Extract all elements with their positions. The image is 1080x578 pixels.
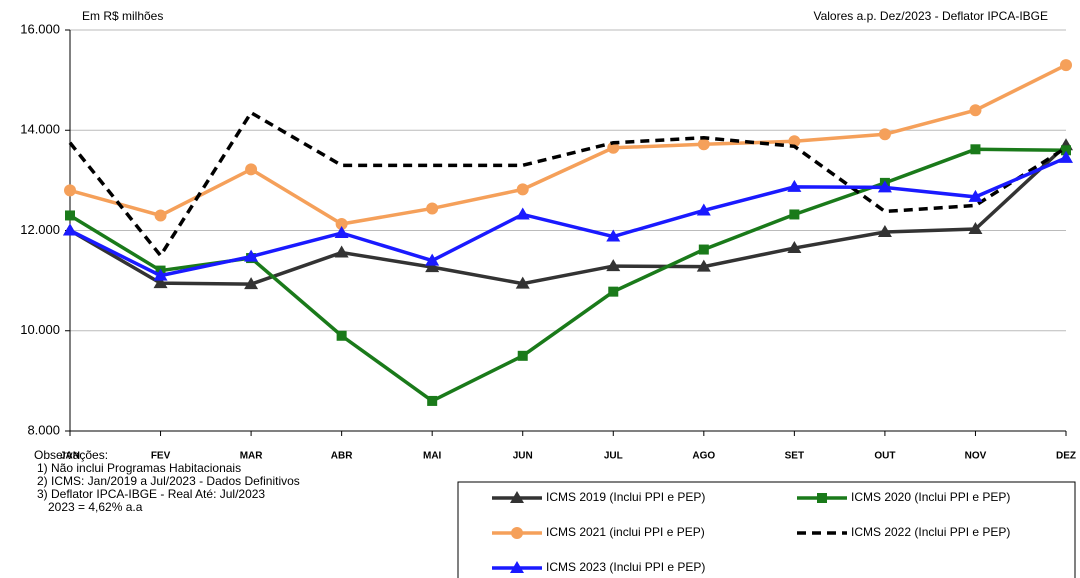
x-tick-label: NOV — [965, 451, 987, 462]
note: 1) Não inclui Programas Habitacionais — [37, 461, 241, 475]
point — [1060, 59, 1072, 72]
series-line — [69, 156, 1067, 278]
point — [154, 209, 167, 222]
point — [1061, 145, 1071, 156]
point — [878, 128, 891, 141]
x-tick-label: JUN — [513, 451, 533, 462]
y-tick-label: 14.000 — [20, 122, 60, 137]
point — [968, 221, 983, 234]
point — [787, 179, 802, 192]
point — [425, 253, 440, 266]
note: 2) ICMS: Jan/2019 a Jul/2023 - Dados Def… — [37, 474, 300, 488]
legend-label: ICMS 2022 (Inclui PPI e PEP) — [851, 525, 1010, 539]
point — [970, 144, 981, 155]
x-tick-label: SET — [785, 451, 804, 462]
point — [787, 241, 802, 254]
point — [515, 276, 530, 289]
point — [607, 141, 620, 154]
point — [334, 226, 349, 239]
y-tick-label: 16.000 — [20, 21, 60, 36]
point — [334, 245, 349, 258]
legend-marker — [817, 493, 827, 503]
legend-label: ICMS 2020 (Inclui PPI e PEP) — [851, 490, 1010, 504]
point — [789, 209, 800, 220]
point — [63, 223, 77, 236]
point — [696, 259, 711, 272]
point — [244, 249, 259, 262]
x-tick-label: AGO — [692, 451, 715, 462]
point — [517, 350, 528, 361]
series-line — [68, 110, 1067, 259]
legend-label: ICMS 2023 (Inclui PPI e PEP) — [546, 560, 705, 574]
legend-label: ICMS 2019 (Inclui PPI e PEP) — [546, 490, 705, 504]
legend-marker — [510, 491, 524, 503]
note: 2023 = 4,62% a.a — [48, 500, 143, 514]
point — [65, 210, 75, 221]
legend-box — [457, 481, 1076, 578]
point — [427, 395, 438, 406]
series-line — [69, 144, 1068, 286]
x-tick-label: FEV — [151, 451, 171, 462]
point — [426, 202, 439, 215]
x-tick-label: JAN — [60, 451, 80, 462]
x-tick-label: OUT — [874, 451, 895, 462]
point — [696, 203, 711, 216]
note: 3) Deflator IPCA-IBGE - Real Até: Jul/20… — [37, 487, 265, 501]
point — [153, 276, 168, 289]
point — [697, 138, 710, 151]
x-tick-label: DEZ — [1056, 451, 1076, 462]
x-tick-label: MAI — [423, 451, 442, 462]
x-tick-label: MAR — [240, 451, 264, 462]
point — [425, 260, 440, 273]
point — [698, 244, 709, 255]
point — [877, 180, 892, 193]
point — [516, 183, 529, 196]
point — [244, 277, 259, 290]
x-tick-label: ABR — [331, 451, 353, 462]
point — [1059, 150, 1073, 163]
legend-marker — [510, 561, 524, 573]
unit-label: Em R$ milhões — [82, 9, 163, 23]
legend-marker — [511, 527, 523, 539]
point — [64, 184, 76, 197]
point — [877, 225, 892, 238]
source-label: Valores a.p. Dez/2023 - Deflator IPCA-IB… — [813, 9, 1048, 23]
point — [969, 104, 982, 117]
note: Observações: — [34, 448, 108, 462]
y-tick-label: 10.000 — [20, 322, 60, 337]
series-line — [69, 63, 1067, 226]
point — [245, 163, 258, 176]
point — [608, 286, 619, 297]
point — [336, 330, 347, 341]
y-tick-label: 12.000 — [20, 222, 60, 237]
point — [515, 207, 530, 220]
point — [335, 217, 348, 230]
y-tick-label: 8.000 — [27, 422, 60, 437]
point — [606, 229, 621, 242]
legend-label: ICMS 2021 (inclui PPI e PEP) — [546, 525, 705, 539]
x-tick-label: JUL — [604, 451, 623, 462]
point — [606, 259, 621, 272]
point — [153, 268, 168, 281]
point — [968, 189, 983, 202]
